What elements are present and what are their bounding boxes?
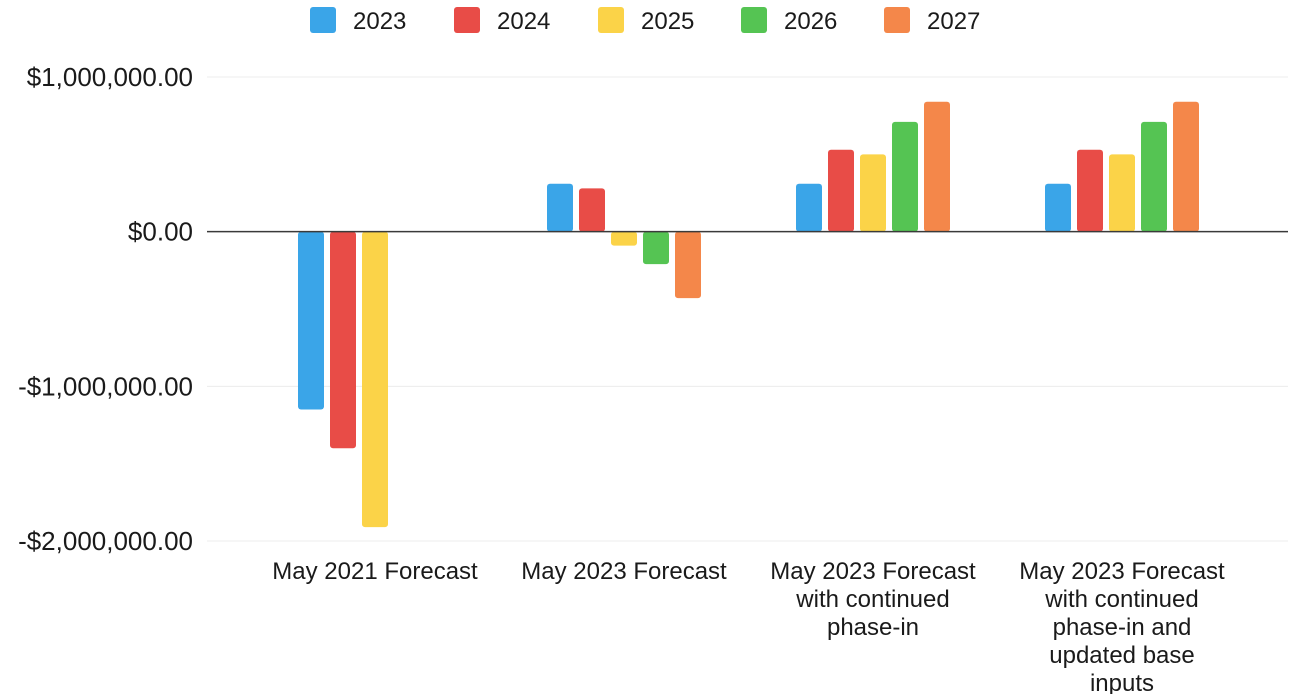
bar-2023-2 xyxy=(547,183,573,232)
bar-2024-3 xyxy=(828,149,854,232)
bar-2026-3 xyxy=(892,121,918,232)
category-label-line: updated base xyxy=(1049,642,1194,669)
bar-2025-4 xyxy=(1109,154,1135,232)
legend-swatch-2025 xyxy=(598,7,624,33)
bar-2026-2 xyxy=(643,231,669,265)
bars xyxy=(298,101,1199,528)
bar-2024-2 xyxy=(579,188,605,232)
bar-2024-1 xyxy=(330,231,356,449)
bar-2027-2 xyxy=(675,231,701,299)
y-tick-label: $0.00 xyxy=(128,217,193,247)
bar-2026-4 xyxy=(1141,121,1167,232)
legend-label-2024: 2024 xyxy=(497,8,550,35)
category-label: May 2023 Forecast with continued phase-in … xyxy=(1019,558,1225,694)
y-tick-label: -$2,000,000.00 xyxy=(18,526,193,556)
y-tick-label: $1,000,000.00 xyxy=(27,62,193,92)
legend-swatch-2026 xyxy=(741,7,767,33)
category-label-line: May 2023 Forecast xyxy=(770,558,976,585)
legend-swatch-2024 xyxy=(454,7,480,33)
category-label-line: with continued xyxy=(795,586,949,613)
category-label-line: May 2021 Forecast xyxy=(272,558,478,585)
category-label: May 2023 Forecast xyxy=(521,558,727,585)
category-label-line: inputs xyxy=(1090,670,1154,694)
legend-swatch-2023 xyxy=(310,7,336,33)
bar-2023-3 xyxy=(796,183,822,232)
category-label-line: phase-in and xyxy=(1053,614,1192,641)
y-tick-label: -$1,000,000.00 xyxy=(18,371,193,401)
category-label-line: with continued xyxy=(1044,586,1198,613)
legend-swatch-2027 xyxy=(884,7,910,33)
bar-2027-4 xyxy=(1173,101,1199,232)
category-label-line: phase-in xyxy=(827,614,919,641)
legend-label-2027: 2027 xyxy=(927,8,980,35)
legend: 2023 2024 2025 2026 2027 xyxy=(310,7,980,35)
bar-2023-1 xyxy=(298,231,324,410)
bar-2024-4 xyxy=(1077,149,1103,232)
category-label-line: May 2023 Forecast xyxy=(1019,558,1225,585)
y-axis-tick-labels: $1,000,000.00 $0.00 -$1,000,000.00 -$2,000,… xyxy=(18,62,193,556)
bar-2025-3 xyxy=(860,154,886,232)
bar-2023-4 xyxy=(1045,183,1071,232)
x-axis-category-labels: May 2021 Forecast May 2023 Forecast May 20… xyxy=(272,558,1225,694)
category-label: May 2023 Forecast with continued phase-in xyxy=(770,558,976,641)
legend-label-2025: 2025 xyxy=(641,8,694,35)
legend-label-2026: 2026 xyxy=(784,8,837,35)
category-label: May 2021 Forecast xyxy=(272,558,478,585)
bar-2027-3 xyxy=(924,101,950,232)
category-label-line: May 2023 Forecast xyxy=(521,558,727,585)
bar-2025-1 xyxy=(362,231,388,528)
bar-2025-2 xyxy=(611,231,637,246)
legend-label-2023: 2023 xyxy=(353,8,406,35)
